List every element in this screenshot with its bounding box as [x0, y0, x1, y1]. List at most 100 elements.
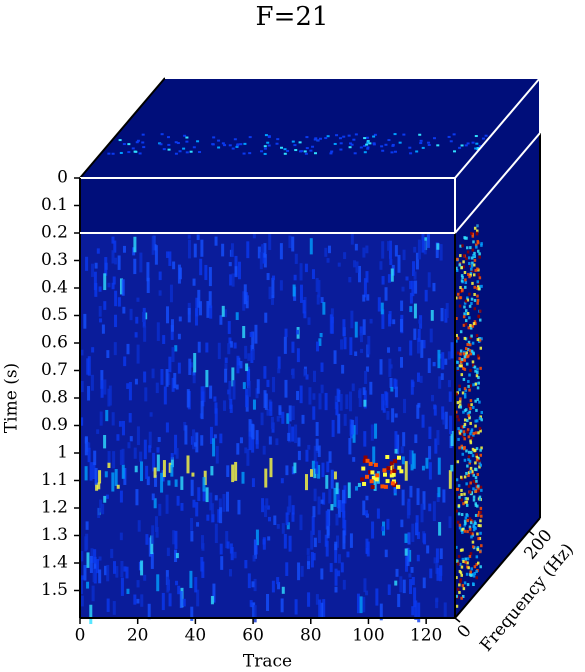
texture: [389, 258, 393, 265]
texture: [80, 380, 84, 393]
texture: [172, 530, 176, 545]
texture: [469, 552, 473, 556]
texture: [469, 273, 472, 277]
texture: [384, 391, 388, 406]
texture: [335, 134, 339, 137]
texture: [381, 309, 385, 329]
texture: [470, 334, 473, 338]
texture: [317, 530, 321, 544]
texture: [475, 485, 479, 489]
texture: [364, 510, 368, 516]
texture: [317, 496, 321, 515]
texture: [318, 137, 322, 140]
texture: [462, 352, 466, 356]
texture: [185, 140, 189, 143]
texture: [87, 386, 91, 401]
texture: [455, 604, 459, 608]
texture: [349, 419, 353, 436]
texture: [180, 502, 184, 511]
texture: [285, 512, 289, 526]
texture: [234, 255, 238, 276]
texture: [354, 321, 358, 338]
texture: [470, 430, 473, 434]
texture: [434, 438, 438, 454]
texture: [466, 565, 469, 569]
texture: [347, 482, 351, 499]
texture: [114, 257, 118, 265]
texture: [107, 462, 111, 469]
texture: [166, 576, 170, 593]
texture: [136, 139, 140, 142]
texture: [394, 431, 398, 449]
texture: [460, 274, 464, 278]
texture: [468, 410, 471, 414]
texture: [450, 464, 454, 472]
texture: [384, 287, 388, 301]
texture: [316, 341, 320, 352]
texture: [413, 328, 417, 340]
texture: [352, 138, 356, 141]
texture: [110, 548, 114, 559]
texture: [450, 430, 454, 447]
texture: [305, 147, 309, 150]
texture: [469, 271, 473, 275]
texture: [450, 342, 454, 359]
texture: [474, 369, 477, 373]
texture: [404, 548, 408, 556]
texture: [411, 577, 415, 586]
texture: [222, 494, 226, 512]
texture: [89, 555, 93, 573]
texture: [254, 324, 258, 344]
texture: [368, 470, 373, 475]
texture: [85, 256, 89, 271]
texture: [328, 451, 332, 463]
texture: [394, 413, 398, 418]
texture: [325, 540, 329, 557]
texture: [306, 561, 310, 570]
texture: [287, 432, 291, 441]
texture: [436, 492, 440, 503]
texture: [402, 579, 406, 594]
texture: [294, 149, 298, 152]
y-tick-label: 1.5: [41, 580, 68, 600]
texture: [250, 423, 254, 438]
texture: [85, 533, 89, 550]
texture: [400, 357, 404, 368]
texture: [156, 322, 160, 341]
texture: [458, 146, 462, 149]
texture: [119, 278, 123, 295]
texture: [466, 246, 469, 250]
y-tick-label: 1.3: [41, 525, 68, 545]
texture: [479, 318, 482, 322]
texture: [379, 603, 383, 621]
texture: [363, 455, 368, 460]
texture: [267, 135, 271, 138]
texture: [461, 289, 464, 293]
texture: [178, 316, 182, 322]
texture: [393, 150, 397, 153]
texture: [457, 418, 460, 422]
texture: [141, 141, 145, 144]
texture: [94, 282, 98, 297]
texture: [97, 482, 101, 490]
texture: [479, 453, 483, 457]
texture: [458, 399, 462, 403]
texture: [111, 236, 115, 244]
texture: [474, 322, 477, 326]
texture: [461, 275, 464, 279]
texture: [291, 512, 295, 522]
texture: [470, 567, 473, 571]
texture: [271, 295, 275, 305]
texture: [476, 354, 480, 358]
texture: [388, 314, 392, 327]
texture: [432, 362, 436, 367]
texture: [293, 144, 297, 147]
texture: [364, 370, 368, 384]
texture: [111, 412, 115, 426]
texture: [276, 138, 280, 141]
texture: [475, 419, 479, 423]
texture: [338, 137, 342, 140]
texture: [248, 152, 252, 155]
texture: [93, 271, 97, 291]
texture: [225, 491, 229, 512]
